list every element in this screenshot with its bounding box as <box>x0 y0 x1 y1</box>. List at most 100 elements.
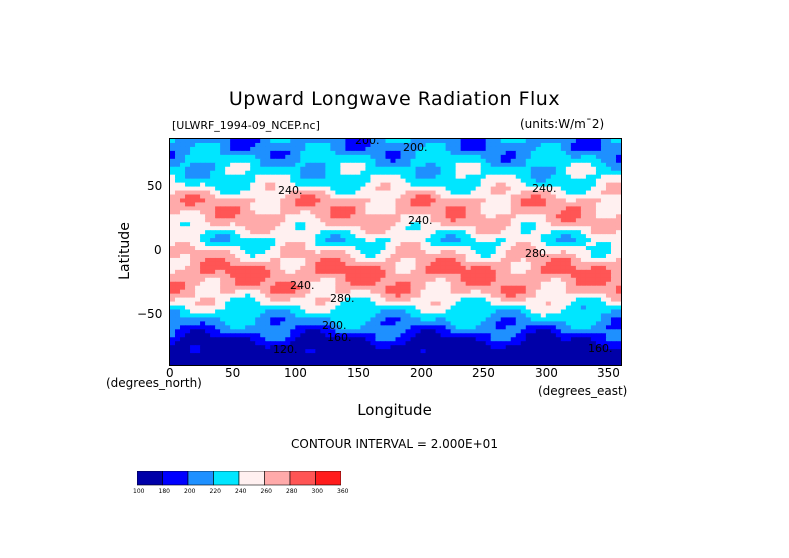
heatmap-cell <box>415 297 422 303</box>
heatmap-cell <box>545 218 552 223</box>
heatmap-cell <box>200 150 206 156</box>
heatmap-cell <box>200 242 206 247</box>
heatmap-cell <box>295 321 301 326</box>
heatmap-cell <box>395 321 402 326</box>
heatmap-cell <box>290 345 296 350</box>
heatmap-cell <box>260 178 266 184</box>
heatmap-cell <box>350 222 357 227</box>
heatmap-cell <box>575 246 582 251</box>
heatmap-cell <box>225 250 231 255</box>
heatmap-cell <box>380 297 387 303</box>
heatmap-cell <box>460 139 467 144</box>
heatmap-cell <box>610 190 617 196</box>
heatmap-cell <box>335 210 341 215</box>
heatmap-cell <box>445 257 452 263</box>
heatmap-cell <box>375 166 382 172</box>
heatmap-cell <box>480 218 487 223</box>
heatmap-cell <box>610 261 617 267</box>
heatmap-cell <box>420 250 427 255</box>
heatmap-cell <box>325 269 331 275</box>
heatmap-cell <box>300 321 306 326</box>
heatmap-cell <box>495 301 502 307</box>
heatmap-cell <box>255 353 261 358</box>
heatmap-cell <box>290 202 296 207</box>
heatmap-cell <box>390 139 397 144</box>
heatmap-cell <box>170 285 176 291</box>
heatmap-cell <box>285 257 291 263</box>
heatmap-cell <box>340 317 346 322</box>
heatmap-cell <box>245 250 251 255</box>
heatmap-cell <box>455 154 462 160</box>
heatmap-cell <box>255 206 261 211</box>
heatmap-cell <box>185 178 191 184</box>
heatmap-cell <box>570 154 577 160</box>
heatmap-cell <box>500 170 507 176</box>
heatmap-cell <box>475 309 482 315</box>
heatmap-cell <box>505 178 512 184</box>
heatmap-cell <box>550 166 557 172</box>
heatmap-cell <box>600 293 607 299</box>
heatmap-cell <box>520 222 527 227</box>
heatmap-cell <box>605 313 612 319</box>
heatmap-cell <box>315 222 321 227</box>
heatmap-cell <box>420 269 427 275</box>
heatmap-cell <box>395 194 402 200</box>
heatmap-cell <box>270 194 276 200</box>
heatmap-cell <box>550 250 557 255</box>
heatmap-cell <box>180 325 186 330</box>
heatmap-cell <box>560 246 567 251</box>
heatmap-cell <box>510 277 517 283</box>
heatmap-cell <box>275 261 281 267</box>
heatmap-cell <box>255 230 261 235</box>
heatmap-cell <box>300 285 306 291</box>
heatmap-cell <box>555 230 562 235</box>
heatmap-cell <box>310 357 316 362</box>
heatmap-cell <box>385 313 392 319</box>
heatmap-cell <box>325 317 331 322</box>
heatmap-cell <box>430 273 437 279</box>
heatmap-cell <box>320 222 326 227</box>
heatmap-cell <box>510 345 517 350</box>
heatmap-cell <box>245 333 251 338</box>
heatmap-cell <box>470 210 477 215</box>
heatmap-cell <box>420 329 427 334</box>
heatmap-cell <box>490 194 497 200</box>
heatmap-cell <box>360 273 367 279</box>
heatmap-cell <box>285 325 291 330</box>
heatmap-cell <box>465 158 472 164</box>
heatmap-cell <box>510 146 517 152</box>
heatmap-cell <box>600 281 607 287</box>
heatmap-cell <box>570 246 577 251</box>
heatmap-cell <box>170 190 176 196</box>
heatmap-cell <box>195 357 201 362</box>
heatmap-cell <box>220 305 226 311</box>
heatmap-cell <box>415 309 422 315</box>
heatmap-cell <box>445 293 452 299</box>
heatmap-cell <box>190 246 196 251</box>
heatmap-cell <box>380 154 387 160</box>
heatmap-cell <box>230 353 236 358</box>
heatmap-cell <box>230 190 236 196</box>
heatmap-cell <box>190 150 196 156</box>
heatmap-cell <box>275 297 281 303</box>
heatmap-cell <box>205 333 211 338</box>
heatmap-cell <box>295 162 301 168</box>
heatmap-cell <box>180 202 186 207</box>
heatmap-cell <box>330 277 336 283</box>
heatmap-cell <box>345 198 351 204</box>
heatmap-cell <box>410 313 417 319</box>
heatmap-cell <box>475 186 482 192</box>
heatmap-cell <box>600 234 607 239</box>
heatmap-cell <box>565 234 572 239</box>
heatmap-cell <box>175 218 181 223</box>
heatmap-cell <box>600 182 607 188</box>
heatmap-cell <box>395 325 402 330</box>
heatmap-cell <box>230 186 236 192</box>
heatmap-cell <box>505 305 512 311</box>
heatmap-cell <box>565 305 572 311</box>
heatmap-cell <box>475 182 482 188</box>
heatmap-cell <box>570 317 577 322</box>
heatmap-cell <box>185 142 191 148</box>
heatmap-cell <box>170 186 176 192</box>
heatmap-cell <box>425 353 432 358</box>
